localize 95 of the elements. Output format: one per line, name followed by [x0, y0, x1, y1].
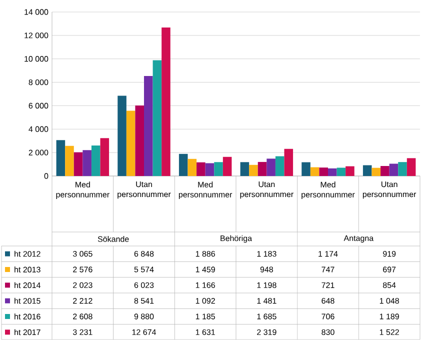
bar	[56, 140, 66, 176]
data-label: 5 574	[134, 266, 154, 272]
bar	[222, 156, 232, 176]
bar	[389, 164, 398, 176]
data-label: 12 674	[132, 329, 156, 335]
bar	[118, 96, 126, 176]
bar	[144, 76, 153, 176]
data-label: 6 023	[134, 282, 154, 288]
data-label: 1 481	[257, 298, 276, 304]
bar	[126, 110, 136, 176]
data-label: 3 231	[72, 329, 92, 335]
y-tick-label: 10 000	[24, 56, 48, 62]
y-tick-label: 0	[44, 173, 48, 179]
y-tick-label: 12 000	[24, 32, 48, 38]
y-tick-label: 4 000	[28, 126, 48, 132]
data-label: 747	[322, 266, 334, 272]
bar	[214, 162, 223, 176]
legend-label: ht 2015	[14, 298, 40, 304]
text: Antagna	[344, 235, 374, 243]
bar	[162, 28, 170, 176]
bar	[380, 166, 390, 176]
bar	[65, 146, 74, 176]
y-tick-label: 8 000	[28, 79, 48, 86]
data-label: 2 212	[73, 298, 92, 304]
y-tick-label: 14 000	[24, 9, 48, 15]
data-label: 721	[322, 282, 334, 288]
bar	[249, 164, 258, 176]
bar	[178, 154, 188, 176]
data-label: 2 023	[73, 282, 92, 288]
bar	[205, 163, 214, 176]
data-label: 1 522	[380, 329, 399, 335]
bar	[82, 150, 92, 176]
data-label: 648	[322, 298, 334, 304]
bar	[346, 166, 354, 176]
bar	[406, 158, 416, 176]
data-label: 1 048	[380, 298, 399, 304]
data-label: 2 608	[73, 314, 92, 320]
data-label: 1 174	[318, 251, 338, 257]
bar	[302, 162, 310, 176]
legend-label: ht 2016	[14, 314, 40, 320]
data-label: 854	[382, 282, 396, 288]
bar	[74, 152, 83, 176]
bar	[284, 148, 294, 176]
x-tick-label: Med personnummer	[56, 182, 110, 199]
bar	[336, 168, 346, 176]
data-label: 1 183	[257, 250, 276, 257]
data-label: 2 576	[73, 266, 92, 272]
bar	[310, 167, 320, 176]
data-label: 2 319	[257, 329, 276, 335]
y-tick-label: 2 000	[28, 150, 48, 156]
x-tick-label: Med personnummer	[178, 182, 232, 199]
data-label: 6 848	[134, 250, 154, 257]
text: Behöriga	[220, 235, 252, 243]
y-tick-label: 6 000	[28, 102, 48, 109]
bar	[362, 165, 372, 176]
bar	[372, 168, 381, 176]
bar	[319, 168, 328, 176]
data-label: 8 541	[134, 298, 154, 304]
bar	[398, 162, 407, 176]
bar	[328, 168, 337, 176]
legend-label: ht 2013	[14, 266, 40, 272]
x-tick-label: Utan personnummer	[118, 182, 171, 199]
data-label: 1 886	[196, 250, 215, 257]
bar	[188, 158, 197, 176]
x-tick-label: Utan personnummer	[362, 182, 416, 199]
bar	[152, 60, 162, 176]
data-label: 948	[260, 266, 273, 272]
bar	[196, 162, 206, 176]
data-label: 1 092	[196, 298, 215, 304]
bar	[275, 156, 284, 176]
data-label: 9 880	[134, 314, 154, 320]
data-label: 1 198	[257, 282, 276, 288]
data-label: 1 631	[196, 329, 215, 335]
data-label: 1 189	[380, 314, 399, 320]
legend-label: ht 2014	[14, 282, 40, 288]
data-label: 919	[383, 250, 396, 257]
x-tick-label: Utan personnummer	[240, 182, 294, 199]
data-label: 830	[322, 329, 334, 335]
data-label: 1 166	[196, 282, 215, 288]
bar	[266, 158, 276, 176]
legend-label: ht 2012	[14, 250, 40, 257]
bar	[100, 138, 110, 176]
bar	[240, 162, 250, 176]
x-tick-label: Med personnummer	[302, 182, 355, 199]
bar	[91, 145, 100, 176]
data-label: 1 459	[196, 266, 215, 272]
text: Sökande	[98, 236, 129, 242]
data-label: 3 065	[72, 250, 92, 257]
data-label: 706	[322, 314, 334, 320]
data-label: 1 685	[257, 314, 276, 320]
bar	[135, 105, 144, 176]
bar	[258, 162, 267, 176]
legend-label: ht 2017	[14, 329, 40, 336]
data-label: 697	[383, 266, 396, 272]
data-label: 1 185	[196, 314, 215, 320]
